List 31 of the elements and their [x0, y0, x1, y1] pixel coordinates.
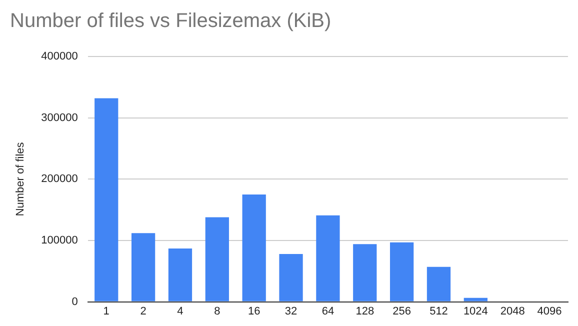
bar: [242, 194, 266, 302]
x-tick-label: 1: [103, 305, 110, 318]
bar: [279, 254, 303, 302]
bar: [353, 244, 377, 302]
x-tick-label: 128: [356, 305, 374, 318]
chart-title: Number of files vs Filesizemax (KiB): [10, 10, 332, 33]
y-tick-label: 400000: [41, 50, 78, 63]
bar: [131, 233, 156, 302]
x-tick-label: 8: [214, 305, 220, 318]
x-tick-label: 2: [140, 305, 146, 318]
x-tick-label: 32: [284, 305, 298, 318]
x-tick-label: 4: [177, 305, 184, 318]
x-tick-label: 2048: [500, 305, 525, 318]
bar: [426, 266, 451, 302]
y-tick-label: 0: [72, 296, 78, 308]
x-tick-label: 64: [322, 305, 334, 318]
bar: [168, 248, 192, 302]
bar: [205, 217, 229, 302]
x-tick-label: 512: [430, 305, 448, 318]
x-tick-label: 1024: [463, 305, 488, 318]
x-tick-label: 256: [392, 305, 411, 318]
bar: [390, 242, 414, 302]
y-axis-title: Number of files: [14, 142, 27, 216]
bar: [94, 98, 118, 302]
y-tick-label: 300000: [41, 112, 78, 124]
x-tick-label: 4096: [537, 305, 562, 318]
x-tick-label: 16: [248, 305, 260, 318]
bar: [316, 215, 340, 302]
bar: [464, 298, 488, 302]
y-tick-label: 100000: [41, 234, 78, 247]
y-tick-label: 200000: [41, 173, 78, 186]
